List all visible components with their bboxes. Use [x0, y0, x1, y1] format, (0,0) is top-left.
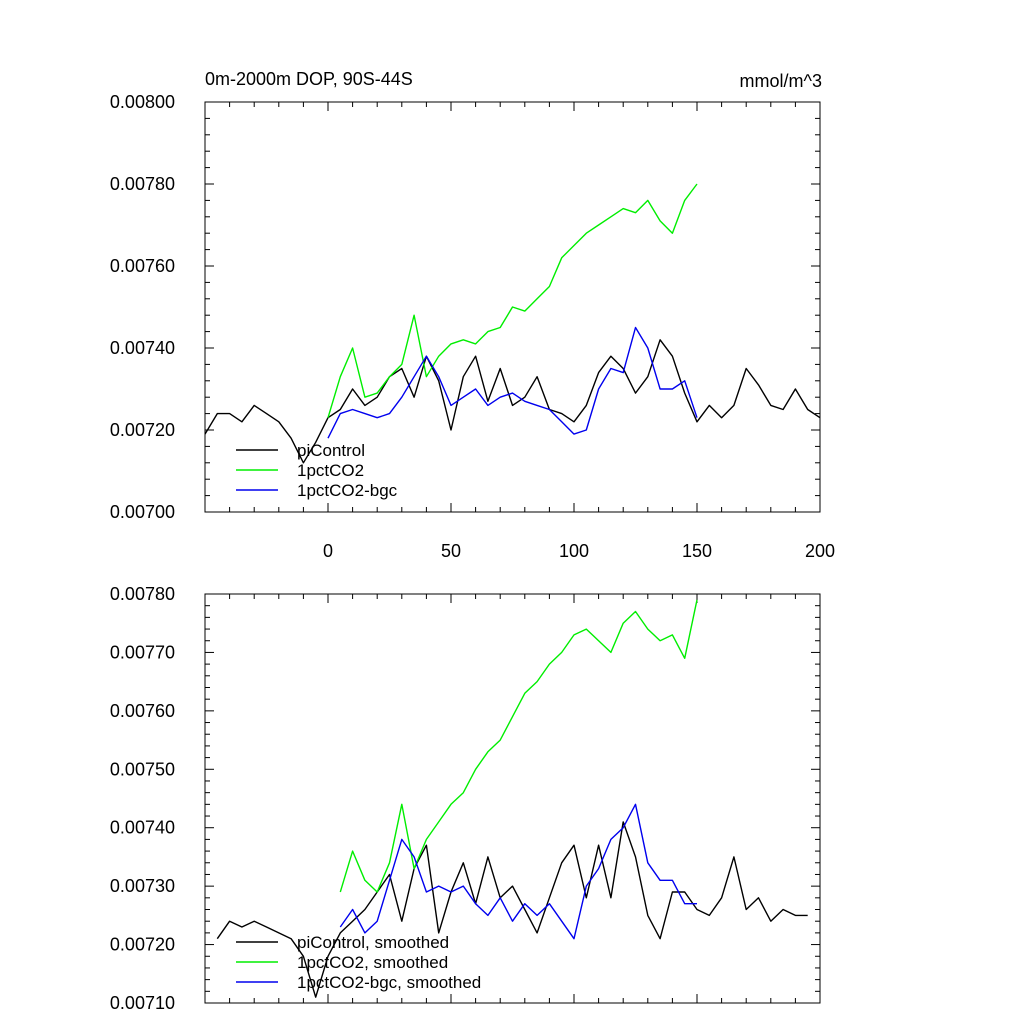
- legend-label: 1pctCO2: [297, 461, 364, 480]
- x-tick-label: 50: [441, 541, 461, 561]
- top-series: [204, 183, 821, 464]
- y-tick-label: 0.00760: [110, 256, 175, 276]
- x-tick-label: 100: [559, 541, 589, 561]
- x-tick-label: 150: [682, 541, 712, 561]
- x-tick-label: 200: [805, 541, 835, 561]
- x-tick-label: 0: [323, 541, 333, 561]
- plot-frame: [204, 593, 821, 1004]
- legend-label: piControl: [297, 441, 365, 460]
- y-tick-label: 0.00730: [110, 876, 175, 896]
- chart-units: mmol/m^3: [740, 71, 822, 91]
- y-tick-label: 0.00740: [110, 818, 175, 838]
- y-tick-label: 0.00720: [110, 420, 175, 440]
- legend-label: 1pctCO2-bgc, smoothed: [297, 973, 481, 992]
- bottom-series: [216, 599, 808, 998]
- legend-label: 1pctCO2, smoothed: [297, 953, 448, 972]
- bottom-axes: 0.00710 0.00720 0.00730 0.00740 0.00750 0.007…: [110, 584, 821, 1013]
- series-line-1pctco2-bgc-smoothed: [339, 803, 697, 940]
- y-tick-label: 0.00760: [110, 701, 175, 721]
- bottom-panel: 0.00710 0.00720 0.00730 0.00740 0.00750 0.007…: [110, 584, 821, 1013]
- y-tick-label: 0.00770: [110, 642, 175, 662]
- y-tick-label: 0.00740: [110, 338, 175, 358]
- series-line-1pctco2-bgc: [327, 326, 698, 439]
- top-panel: 0m-2000m DOP, 90S-44S mmol/m^3 0 50 100 150…: [110, 69, 835, 561]
- top-axes: 0 50 100 150 200 0.00700 0.00720 0.00740 0.00760…: [110, 92, 835, 561]
- y-tick-label: 0.00700: [110, 502, 175, 522]
- y-tick-label: 0.00720: [110, 935, 175, 955]
- plot-frame: [204, 101, 821, 513]
- legend-label: piControl, smoothed: [297, 933, 449, 952]
- series-line-1pctco2: [327, 183, 698, 418]
- y-tick-label: 0.00800: [110, 92, 175, 112]
- y-tick-label: 0.00780: [110, 174, 175, 194]
- chart-title: 0m-2000m DOP, 90S-44S: [205, 69, 413, 89]
- y-tick-label: 0.00710: [110, 993, 175, 1013]
- legend-label: 1pctCO2-bgc: [297, 481, 398, 500]
- y-tick-label: 0.00750: [110, 759, 175, 779]
- series-line-picontrol-smoothed: [216, 821, 808, 998]
- series-line-picontrol: [204, 339, 821, 464]
- series-line-1pctco2-smoothed: [339, 599, 698, 893]
- y-tick-label: 0.00780: [110, 584, 175, 604]
